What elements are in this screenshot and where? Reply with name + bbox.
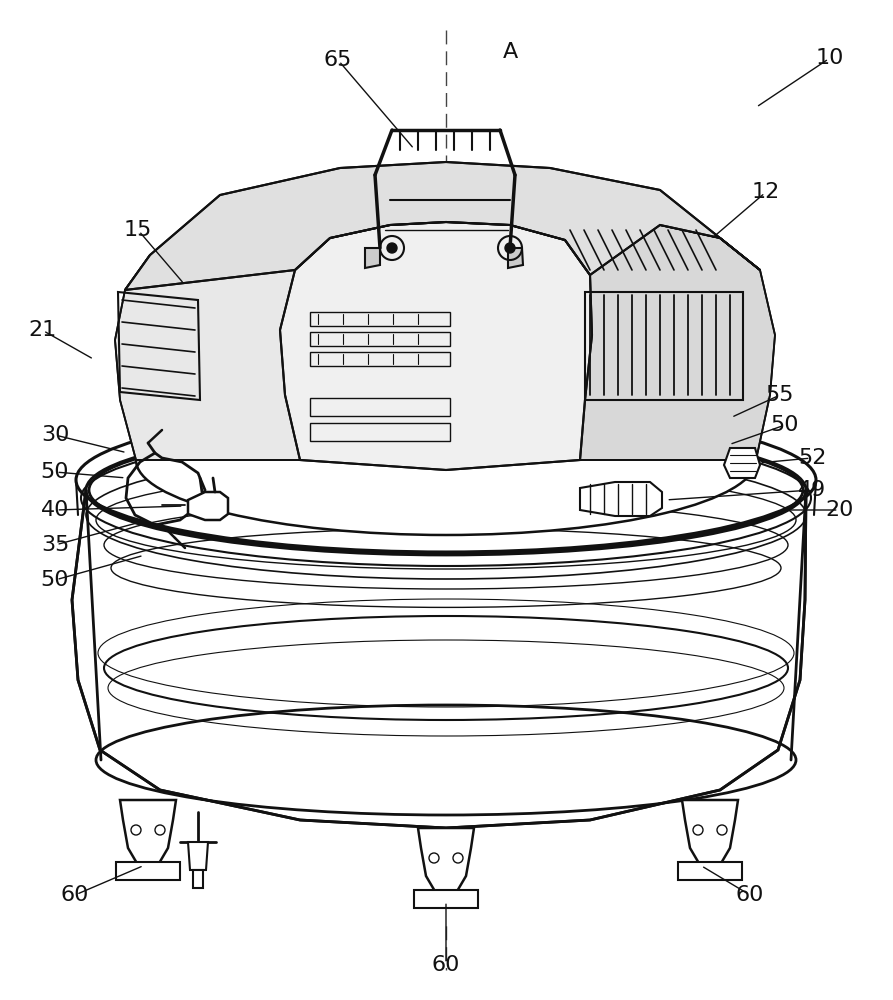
Text: 60: 60	[432, 955, 460, 975]
Text: 15: 15	[124, 220, 152, 240]
Text: 50: 50	[771, 415, 799, 435]
Text: 21: 21	[28, 320, 56, 340]
Polygon shape	[682, 800, 738, 865]
Polygon shape	[125, 162, 760, 290]
Text: 20: 20	[826, 500, 855, 520]
Polygon shape	[188, 842, 208, 870]
Polygon shape	[280, 222, 592, 470]
Ellipse shape	[86, 325, 806, 925]
Bar	[310, 352, 450, 366]
Bar	[310, 398, 450, 416]
Bar	[116, 862, 180, 880]
Text: 52: 52	[797, 448, 826, 468]
Text: 60: 60	[61, 885, 89, 905]
Text: 65: 65	[324, 50, 352, 70]
Bar	[310, 423, 450, 441]
Polygon shape	[724, 448, 760, 478]
Circle shape	[505, 243, 515, 253]
Text: 40: 40	[41, 500, 69, 520]
Polygon shape	[188, 492, 228, 520]
Circle shape	[387, 243, 397, 253]
Text: 30: 30	[41, 425, 69, 445]
Bar	[414, 890, 478, 908]
Polygon shape	[580, 482, 662, 516]
Text: 55: 55	[766, 385, 794, 405]
Polygon shape	[115, 225, 310, 460]
Polygon shape	[530, 218, 775, 460]
Bar	[585, 292, 743, 400]
Ellipse shape	[136, 385, 756, 535]
Text: 60: 60	[736, 885, 764, 905]
Polygon shape	[365, 248, 380, 268]
Polygon shape	[418, 828, 474, 893]
Ellipse shape	[89, 427, 803, 553]
Polygon shape	[508, 248, 523, 268]
Bar	[310, 312, 450, 326]
Bar	[310, 332, 450, 346]
Text: A: A	[503, 42, 518, 62]
Bar	[678, 862, 742, 880]
Polygon shape	[72, 490, 806, 828]
Text: 50: 50	[41, 570, 70, 590]
Polygon shape	[120, 800, 176, 865]
Bar	[193, 870, 203, 888]
Text: 50: 50	[41, 462, 70, 482]
Text: 35: 35	[41, 535, 69, 555]
Text: 49: 49	[797, 480, 826, 500]
Text: 10: 10	[816, 48, 844, 68]
Text: 12: 12	[752, 182, 780, 202]
